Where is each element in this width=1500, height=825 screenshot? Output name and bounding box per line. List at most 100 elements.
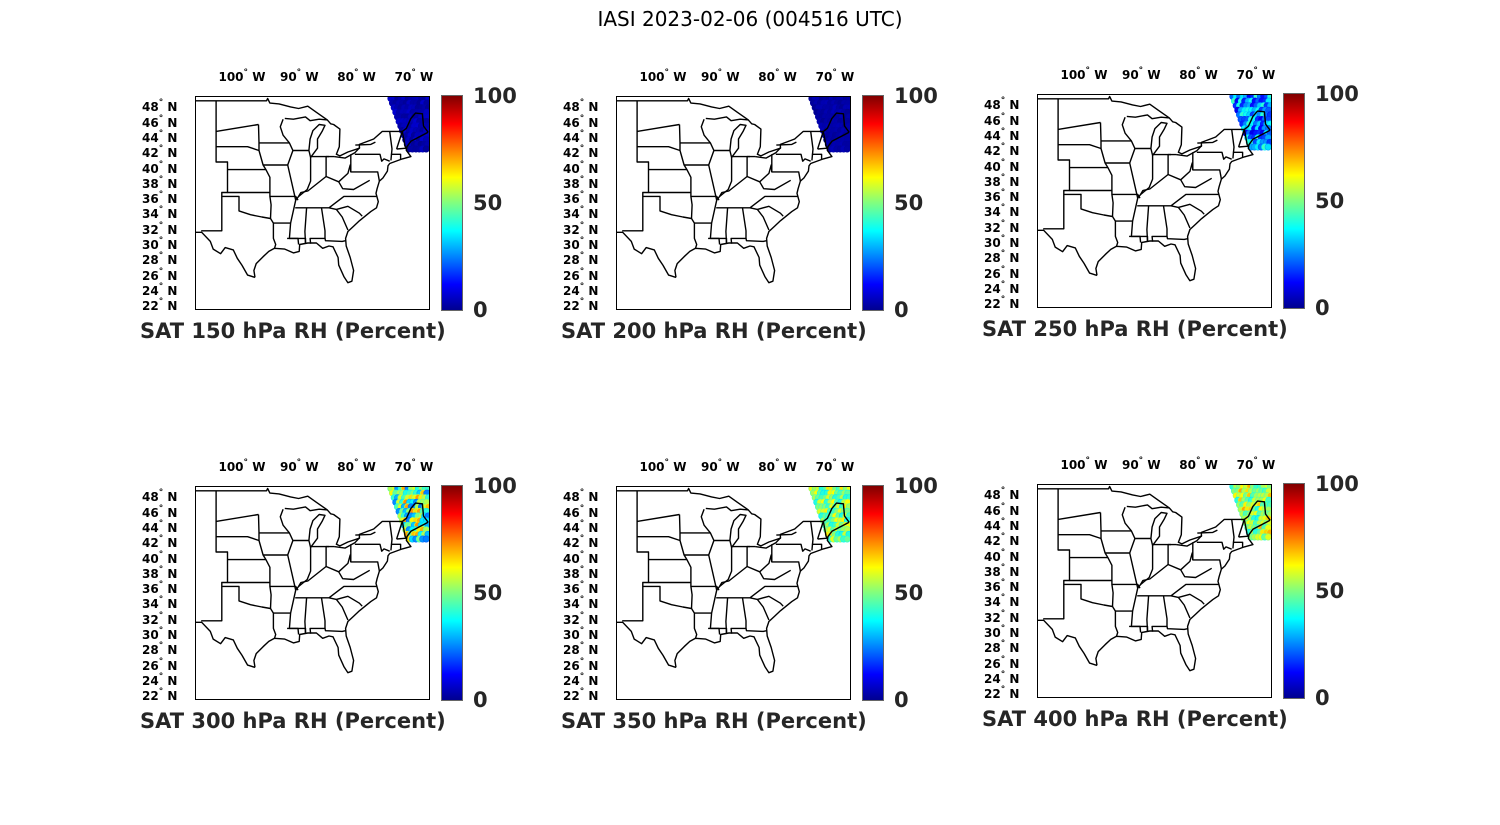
boundary-line — [336, 205, 363, 217]
boundary-line — [1126, 504, 1170, 510]
boundary-line — [1176, 144, 1203, 157]
boundary-line — [324, 628, 346, 633]
colorbar — [1283, 93, 1305, 309]
boundary-line — [1192, 542, 1223, 570]
boundary-line — [1129, 155, 1154, 199]
obs-point — [843, 145, 850, 153]
observation-swath — [387, 97, 429, 153]
colorbar-tick-label: 50 — [473, 581, 503, 605]
latitude-tick-label: 40° N — [563, 549, 599, 566]
colorbar-tick-label: 0 — [1315, 296, 1330, 320]
map-area — [1037, 484, 1272, 698]
boundary-line — [817, 147, 828, 150]
boundary-line — [355, 141, 376, 146]
colorbar-tick-label: 50 — [1315, 579, 1345, 603]
latitude-tick-label: 30° N — [142, 626, 178, 643]
boundary-line — [1038, 229, 1098, 277]
map-area — [1037, 94, 1272, 308]
colorbar-tick-label: 50 — [1315, 189, 1345, 213]
colorbar-tick-label: 50 — [894, 191, 924, 215]
obs-point — [1264, 143, 1271, 151]
boundary-line — [1196, 151, 1232, 160]
latitude-tick-label: 22° N — [142, 297, 178, 314]
boundary-line — [708, 237, 728, 243]
boundary-line — [354, 543, 390, 552]
latitude-tick-label: 30° N — [563, 236, 599, 253]
boundary-line — [1126, 114, 1170, 120]
boundary-line — [1105, 506, 1136, 554]
longitude-tick-label: 90° W — [1121, 456, 1161, 472]
latitude-tick-label: 28° N — [142, 641, 178, 658]
latitude-tick-label: 34° N — [142, 205, 178, 222]
boundary-line — [1150, 121, 1168, 156]
boundary-line — [308, 513, 326, 548]
boundary-line — [350, 544, 381, 572]
boundary-line — [287, 237, 307, 243]
boundary-line — [816, 131, 824, 150]
boundary-line — [1043, 98, 1071, 230]
boundary-line — [1038, 619, 1098, 667]
boundary-line — [389, 521, 393, 551]
boundary-line — [775, 153, 811, 162]
boundary-line — [725, 207, 729, 244]
boundary-line — [746, 155, 750, 177]
latitude-tick-label: 26° N — [142, 266, 178, 283]
latitude-tick-label: 44° N — [984, 127, 1020, 144]
boundary-line — [1129, 625, 1149, 631]
boundary-line — [776, 141, 797, 146]
boundary-line — [705, 506, 749, 512]
colorbar-tick-label: 100 — [1315, 82, 1359, 106]
latitude-tick-label: 34° N — [563, 595, 599, 612]
obs-point — [843, 535, 850, 543]
boundary-line — [1151, 205, 1168, 242]
latitude-tick-label: 42° N — [142, 534, 178, 551]
boundary-line — [771, 154, 802, 182]
boundary-line — [334, 536, 361, 549]
boundary-line — [729, 513, 747, 548]
latitude-tick-label: 24° N — [142, 671, 178, 688]
observation-swath — [808, 487, 850, 543]
longitude-tick-label: 70° W — [1236, 66, 1276, 82]
latitude-tick-label: 22° N — [563, 297, 599, 314]
boundary-line — [1243, 129, 1249, 147]
boundary-line — [746, 545, 750, 567]
latitude-tick-label: 42° N — [984, 142, 1020, 159]
boundary-line — [253, 131, 429, 284]
latitude-tick-label: 42° N — [563, 534, 599, 551]
latitude-tick-label: 28° N — [563, 251, 599, 268]
latitude-tick-label: 44° N — [142, 519, 178, 536]
boundary-line — [1058, 144, 1102, 150]
colorbar — [1283, 483, 1305, 699]
longitude-tick-label: 70° W — [394, 68, 434, 84]
latitude-tick-label: 34° N — [984, 593, 1020, 610]
boundary-line — [708, 547, 733, 591]
boundary-line — [1139, 563, 1213, 585]
boundary-line — [1231, 129, 1235, 159]
longitude-tick-label: 90° W — [279, 458, 319, 474]
boundary-line — [221, 195, 277, 249]
longitude-tick-label: 70° W — [815, 68, 855, 84]
boundary-line — [1095, 519, 1271, 672]
boundary-line — [759, 164, 773, 183]
latitude-tick-label: 28° N — [984, 639, 1020, 656]
basemap — [196, 97, 429, 284]
latitude-tick-label: 22° N — [142, 687, 178, 704]
map-area — [616, 486, 851, 700]
boundary-line — [757, 205, 784, 217]
boundary-line — [637, 536, 681, 542]
latitude-tick-label: 30° N — [984, 624, 1020, 641]
boundary-line — [1170, 205, 1191, 229]
boundary-line — [257, 124, 272, 219]
latitude-tick-label: 22° N — [563, 687, 599, 704]
colorbar-tick-label: 0 — [1315, 686, 1330, 710]
boundary-line — [284, 506, 328, 512]
boundary-line — [617, 621, 677, 669]
boundary-line — [1099, 512, 1114, 607]
boundary-line — [1146, 595, 1150, 632]
latitude-tick-label: 48° N — [984, 486, 1020, 503]
latitude-tick-label: 30° N — [563, 626, 599, 643]
boundary-line — [1196, 541, 1232, 550]
boundary-line — [1038, 95, 1271, 155]
boundary-line — [201, 100, 229, 232]
longitude-tick-label: 80° W — [758, 68, 797, 84]
